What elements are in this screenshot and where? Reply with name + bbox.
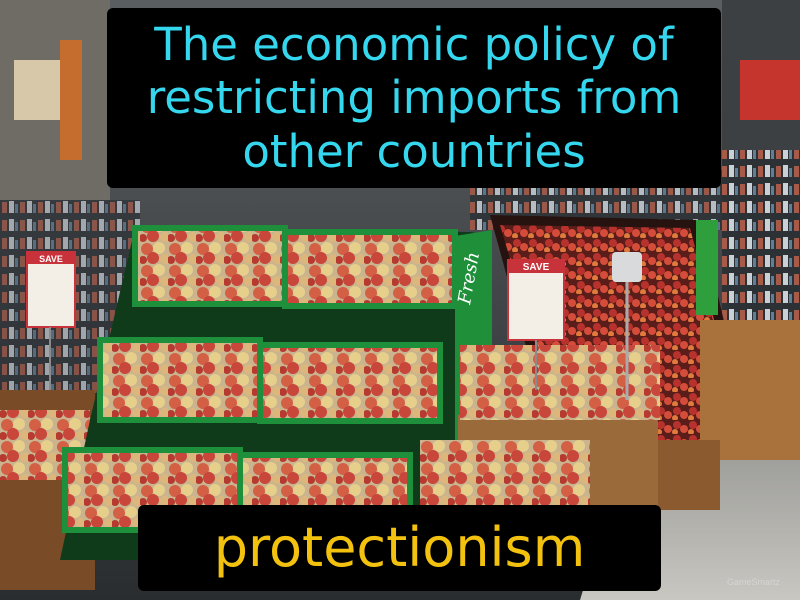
save-sign-right: SAVE xyxy=(523,262,550,273)
term-text: protectionism xyxy=(213,516,586,579)
definition-text: The economic policy of restricting impor… xyxy=(146,18,682,178)
definition-caption: The economic policy of restricting impor… xyxy=(107,8,721,188)
term-caption: protectionism xyxy=(138,505,661,591)
watermark: GameSmartz xyxy=(726,577,780,587)
save-sign-left: SAVE xyxy=(39,254,63,264)
